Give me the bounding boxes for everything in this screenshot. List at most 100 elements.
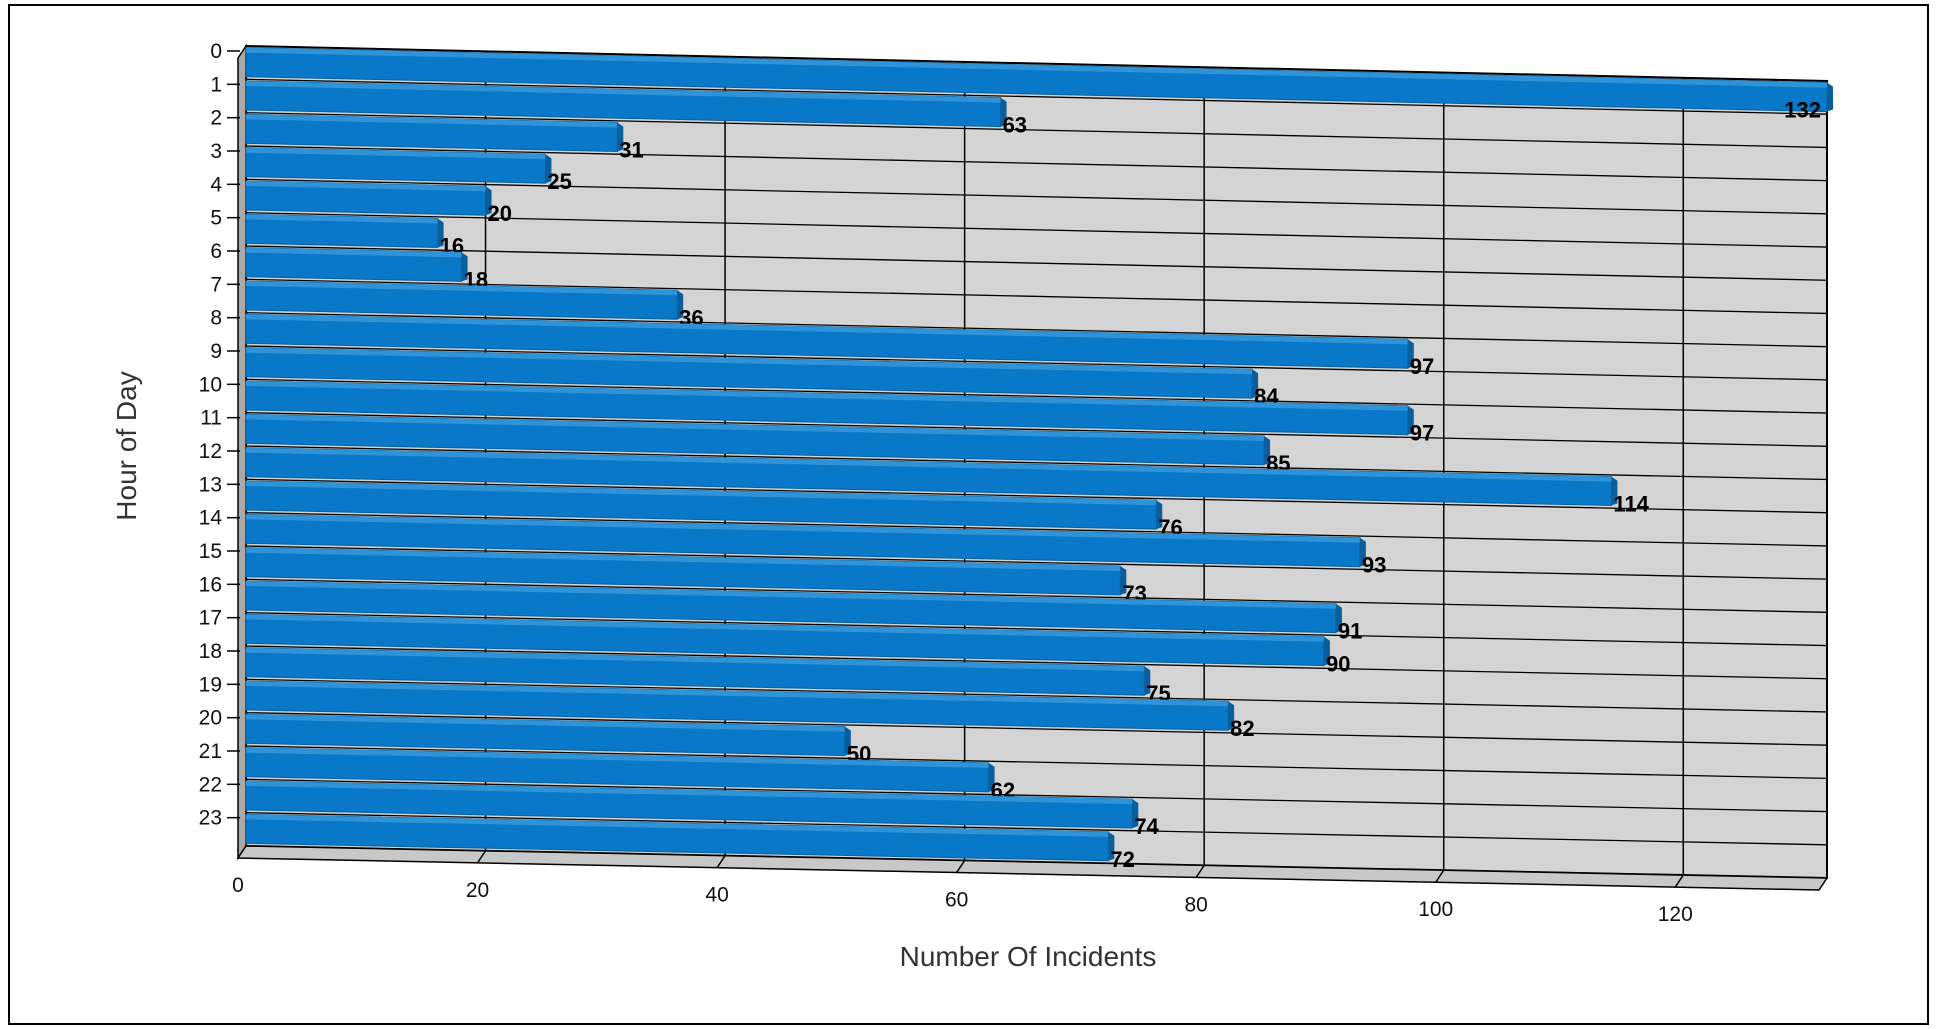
horizontal-gridline (245, 612, 1828, 647)
horizontal-gridline (245, 778, 1828, 813)
y-tick-label: 8 (210, 307, 222, 330)
horizontal-gridline (245, 545, 1828, 580)
bar-end-face (1000, 97, 1007, 127)
bar-value-label: 20 (488, 201, 512, 226)
bar-top-face (246, 681, 1229, 707)
bar-top-face (246, 81, 1001, 103)
floor-gridline (1435, 869, 1445, 883)
bar-chart: 1326331252016183697849785114769373919075… (111, 40, 1833, 972)
bar-series: 1326331252016183697849785114769373919075… (245, 47, 1833, 872)
bar-end-face (1252, 369, 1259, 399)
y-tick-label: 22 (199, 773, 222, 796)
bar-value-label: 74 (1134, 814, 1159, 839)
y-tick-label: 3 (210, 140, 222, 163)
bar-value-label: 114 (1613, 491, 1649, 516)
bar-top-face (246, 414, 1265, 441)
bar-end-face (1156, 500, 1163, 530)
horizontal-gridline (245, 445, 1828, 481)
bar-end-face (485, 186, 492, 216)
y-tick-label: 7 (210, 273, 222, 296)
y-tick-label: 0 (210, 40, 222, 63)
horizontal-gridline (245, 645, 1828, 680)
bar-end-face (461, 252, 468, 282)
bar-end-face (1132, 799, 1139, 829)
bar-top-face (246, 814, 1109, 837)
bar-value-label: 97 (1410, 421, 1434, 446)
chart-floor (236, 845, 1829, 891)
bar-top-face (246, 181, 486, 192)
y-tick-label: 11 (200, 407, 222, 430)
bar-top-face (246, 481, 1157, 506)
y-tick-label: 13 (199, 473, 222, 496)
bar-end-face (617, 122, 624, 152)
horizontal-gridline (245, 512, 1828, 547)
bar-top-face (246, 614, 1324, 642)
horizontal-gridline (245, 178, 1828, 215)
bar-top-face (246, 114, 618, 128)
horizontal-gridline (245, 378, 1828, 414)
floor-gridline (1674, 874, 1684, 888)
bar-top-face (246, 747, 989, 768)
bar-value-label: 31 (619, 137, 643, 162)
bar-top-face (246, 214, 438, 224)
x-tick-label: 100 (1418, 898, 1453, 921)
x-tick-label: 20 (466, 879, 489, 902)
horizontal-gridline (245, 712, 1828, 746)
y-tick-label: 4 (210, 173, 222, 196)
y-tick-label: 5 (210, 207, 222, 230)
floor-gridline (716, 855, 726, 869)
bar-value-label: 132 (1784, 98, 1821, 123)
bar-top-face (246, 581, 1336, 609)
horizontal-gridline (245, 412, 1828, 447)
y-tick-label: 17 (199, 607, 222, 630)
y-tick-label: 18 (199, 640, 222, 663)
bar-top-face (246, 314, 1408, 345)
bar-end-face (437, 218, 444, 248)
y-tick-label: 19 (199, 673, 222, 696)
bar-value-label: 25 (547, 169, 571, 194)
horizontal-gridline (245, 678, 1828, 713)
horizontal-gridline (245, 245, 1828, 281)
x-tick-label: 120 (1658, 903, 1693, 926)
y-tick-label: 20 (199, 707, 222, 730)
bar-value-label: 82 (1230, 716, 1254, 741)
y-tick-label: 21 (199, 740, 222, 763)
bar-value-label: 91 (1338, 619, 1362, 644)
bar-top-face (246, 781, 1133, 805)
horizontal-gridline (245, 745, 1828, 780)
y-tick-label: 16 (199, 573, 222, 596)
bar-value-label: 97 (1410, 354, 1434, 379)
bar-top-face (246, 514, 1360, 543)
bar-value-label: 90 (1326, 652, 1350, 677)
chart-frame: 132 63 31 25 20 16 18 36 97 84 97 85 114 76 93 73 91 90 75… (8, 4, 1929, 1025)
y-tick-label: 12 (199, 440, 222, 463)
horizontal-gridline (245, 145, 1828, 182)
bar-end-face (1228, 701, 1235, 731)
horizontal-gridline (245, 812, 1828, 846)
bar-end-face (1407, 405, 1414, 435)
horizontal-gridline (245, 478, 1828, 514)
bar-end-face (677, 290, 684, 320)
bar-end-face (1323, 636, 1330, 666)
y-tick-label: 23 (199, 807, 222, 830)
chart-side-wall (237, 43, 247, 861)
bar-top-face (246, 247, 462, 258)
x-tick-label: 0 (232, 874, 244, 897)
gridlines (245, 51, 1828, 888)
y-tick-label: 10 (199, 373, 222, 396)
horizontal-gridline (245, 78, 1828, 115)
bar-end-face (1120, 565, 1127, 595)
y-tick-label: 6 (210, 240, 222, 263)
bar-end-face (545, 154, 552, 184)
bar-end-face (1611, 476, 1618, 506)
bar-end-face (988, 762, 995, 792)
bar-top-face (246, 714, 845, 732)
bar-end-face (1335, 603, 1342, 633)
bar-top-face (246, 447, 1612, 482)
bar-end-face (1264, 435, 1271, 465)
bar-top-face (246, 347, 1253, 375)
bar-value-label: 72 (1110, 847, 1134, 872)
bar-value-label: 63 (1003, 113, 1027, 138)
bar-end-face (1407, 339, 1414, 369)
